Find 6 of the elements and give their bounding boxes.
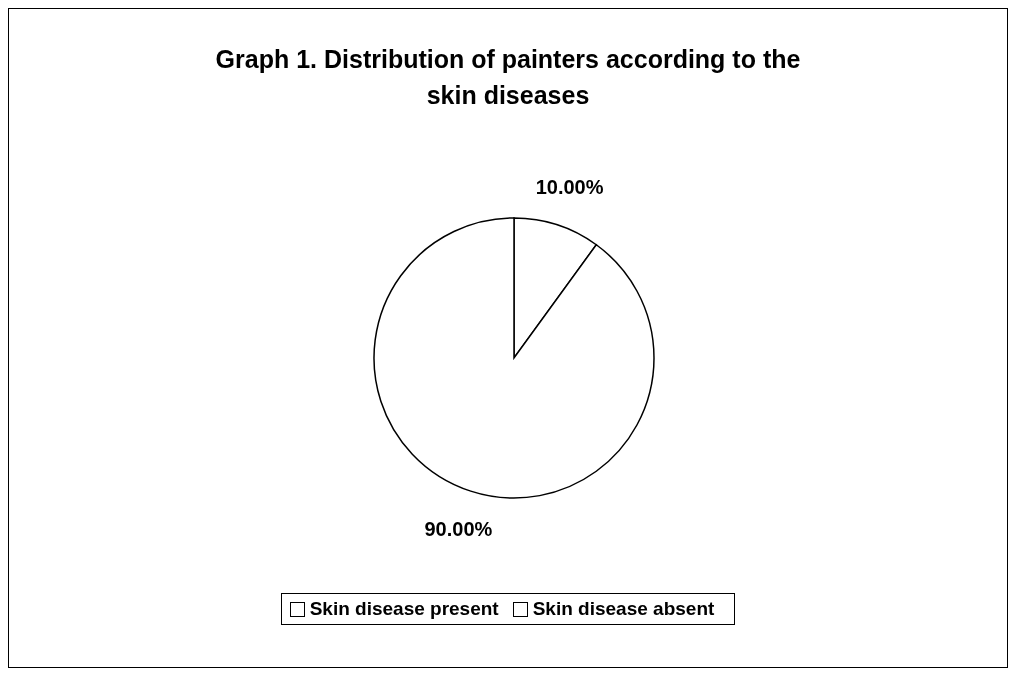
data-label: 10.00% xyxy=(535,175,604,198)
chart-title: Graph 1. Distribution of painters according to the skin diseases xyxy=(214,44,802,111)
legend-label: Skin disease present xyxy=(309,598,499,620)
legend-label: Skin disease absent xyxy=(532,598,715,620)
pie-slice xyxy=(373,217,655,499)
data-label: 90.00% xyxy=(424,518,493,541)
